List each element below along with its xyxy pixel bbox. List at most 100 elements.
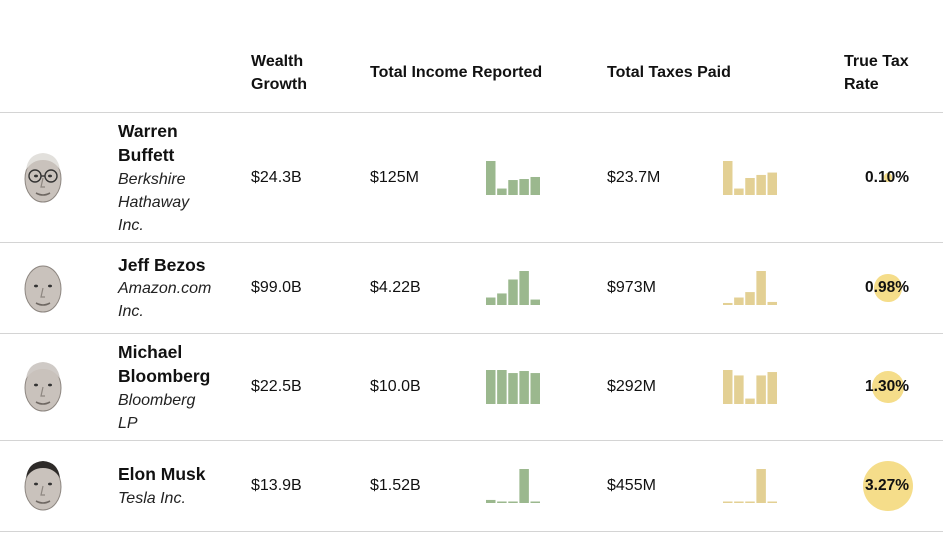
income-sparkbars-bar xyxy=(530,501,540,503)
wealth-growth-value: $22.5B xyxy=(251,378,302,395)
row-divider xyxy=(0,242,943,243)
header-wealth-growth-line2: Growth xyxy=(251,76,307,93)
true-tax-rate-cell: 3.27% xyxy=(836,451,940,521)
income-sparkbars xyxy=(486,160,540,195)
rate-bubble xyxy=(872,371,904,403)
true-tax-rate-cell: 1.30% xyxy=(836,352,940,422)
tax-sparkbars-bar xyxy=(767,172,777,195)
income-sparkbars-bar xyxy=(519,371,529,404)
tax-sparkbars-bar xyxy=(723,501,733,503)
person-name-block: Warren Buffett Berkshire Hathaway Inc. xyxy=(118,119,238,237)
rate-bubble xyxy=(874,274,902,302)
wealth-growth-value: $24.3B xyxy=(251,168,302,186)
income-sparkbars-bar xyxy=(497,370,507,404)
income-sparkbars-bar xyxy=(508,179,518,195)
taxes-value: $455M xyxy=(607,477,656,494)
true-tax-rate-value: 1.30% xyxy=(865,378,909,395)
income-sparkbars-bar xyxy=(508,279,518,305)
tax-sparkbars-bar xyxy=(756,469,766,503)
person-name-block: Jeff Bezos Amazon.com Inc. xyxy=(118,253,238,324)
income-sparkbars-bar xyxy=(486,499,496,503)
person-name: Warren xyxy=(118,120,178,141)
header-rate-line1: True Tax xyxy=(844,53,909,70)
true-tax-rate-value: 0.10% xyxy=(865,168,909,186)
person-name: Bloomberg xyxy=(118,366,211,386)
table-row: Elon Musk Tesla Inc. $13.9B $1.52B $455M 3.27… xyxy=(0,441,943,531)
tax-sparkbars-bar xyxy=(767,301,777,305)
company-name: Amazon.com xyxy=(118,280,212,298)
tax-sparkbars-bar xyxy=(723,370,733,404)
company-name: Hathaway xyxy=(118,193,190,211)
header-income: Total Income Reported xyxy=(370,64,543,81)
company-name: Inc. xyxy=(118,216,144,234)
tax-sparkbars-bar xyxy=(756,271,766,305)
person-name: Michael xyxy=(118,341,183,362)
tax-sparkbars-bar xyxy=(745,177,755,195)
income-sparkbars-bar xyxy=(519,178,529,195)
rate-bubble xyxy=(883,173,893,182)
tax-sparkbars-bar xyxy=(756,174,766,195)
income-value: $1.52B xyxy=(370,477,421,494)
tax-sparkbars-bar xyxy=(723,160,733,195)
tax-sparkbars xyxy=(723,271,777,305)
header-taxes: Total Taxes Paid xyxy=(607,64,731,81)
income-sparkbars-bar xyxy=(519,271,529,305)
income-sparkbars xyxy=(486,370,540,404)
tax-sparkbars-bar xyxy=(767,501,777,503)
income-sparkbars-bar xyxy=(497,293,507,305)
income-sparkbars-bar xyxy=(530,299,540,305)
rate-bubble xyxy=(863,461,913,511)
income-sparkbars-bar xyxy=(530,373,540,404)
row-divider xyxy=(0,333,943,334)
income-sparkbars xyxy=(486,469,540,503)
header-true-tax-rate: True Tax Rate xyxy=(844,50,909,96)
taxes-value: $292M xyxy=(607,378,656,395)
header-wealth-growth: Wealth Growth xyxy=(251,50,307,96)
tax-sparkbars-bar xyxy=(745,398,755,404)
company-name: Bloomberg xyxy=(118,391,196,409)
true-tax-rate-value: 0.98% xyxy=(865,279,909,296)
header-wealth-growth-line1: Wealth xyxy=(251,53,304,70)
row-divider xyxy=(0,531,943,532)
company-name: Berkshire xyxy=(118,170,186,188)
tax-sparkbars xyxy=(723,469,777,503)
income-sparkbars-bar xyxy=(497,501,507,503)
company-name: LP xyxy=(118,414,138,432)
income-value: $4.22B xyxy=(370,279,421,296)
person-name: Buffett xyxy=(118,145,175,165)
income-sparkbars-bar xyxy=(519,469,529,503)
income-sparkbars-bar xyxy=(486,297,496,305)
company-name: Tesla Inc. xyxy=(118,489,186,507)
taxes-value: $23.7M xyxy=(607,168,661,186)
michael-bloomberg-portrait xyxy=(14,355,72,424)
taxes-value: $973M xyxy=(607,279,656,296)
jeff-bezos-portrait xyxy=(14,256,72,325)
tax-sparkbars-bar xyxy=(756,375,766,404)
income-sparkbars-bar xyxy=(530,176,540,195)
tax-sparkbars-bar xyxy=(734,297,744,305)
tax-sparkbars xyxy=(723,160,777,195)
wealth-growth-value: $99.0B xyxy=(251,279,302,296)
true-tax-rate-value: 3.27% xyxy=(865,477,909,494)
income-value: $10.0B xyxy=(370,378,421,395)
tax-sparkbars-bar xyxy=(723,302,733,305)
table-row: Jeff Bezos Amazon.com Inc. $99.0B $4.22B $973… xyxy=(0,243,943,333)
header-divider xyxy=(0,112,943,113)
table-row: Michael Bloomberg Bloomberg LP $22.5B $10.0B $… xyxy=(0,334,943,440)
tax-sparkbars-bar xyxy=(734,501,744,503)
person-name: Jeff Bezos xyxy=(118,254,206,275)
header-rate-line2: Rate xyxy=(844,76,879,93)
wealth-growth-value: $13.9B xyxy=(251,477,302,494)
income-sparkbars-bar xyxy=(508,373,518,404)
income-sparkbars-bar xyxy=(508,501,518,503)
income-sparkbars xyxy=(486,271,540,305)
row-divider xyxy=(0,440,943,441)
tax-sparkbars-bar xyxy=(734,188,744,195)
tax-sparkbars xyxy=(723,370,777,404)
true-tax-rate-cell: 0.98% xyxy=(836,253,940,323)
tax-sparkbars-bar xyxy=(734,375,744,404)
income-sparkbars-bar xyxy=(486,160,496,195)
true-tax-rate-cell: 0.10% xyxy=(836,143,940,213)
income-value: $125M xyxy=(370,168,419,186)
table-row: Warren Buffett Berkshire Hathaway Inc. $24.3B… xyxy=(0,113,943,242)
